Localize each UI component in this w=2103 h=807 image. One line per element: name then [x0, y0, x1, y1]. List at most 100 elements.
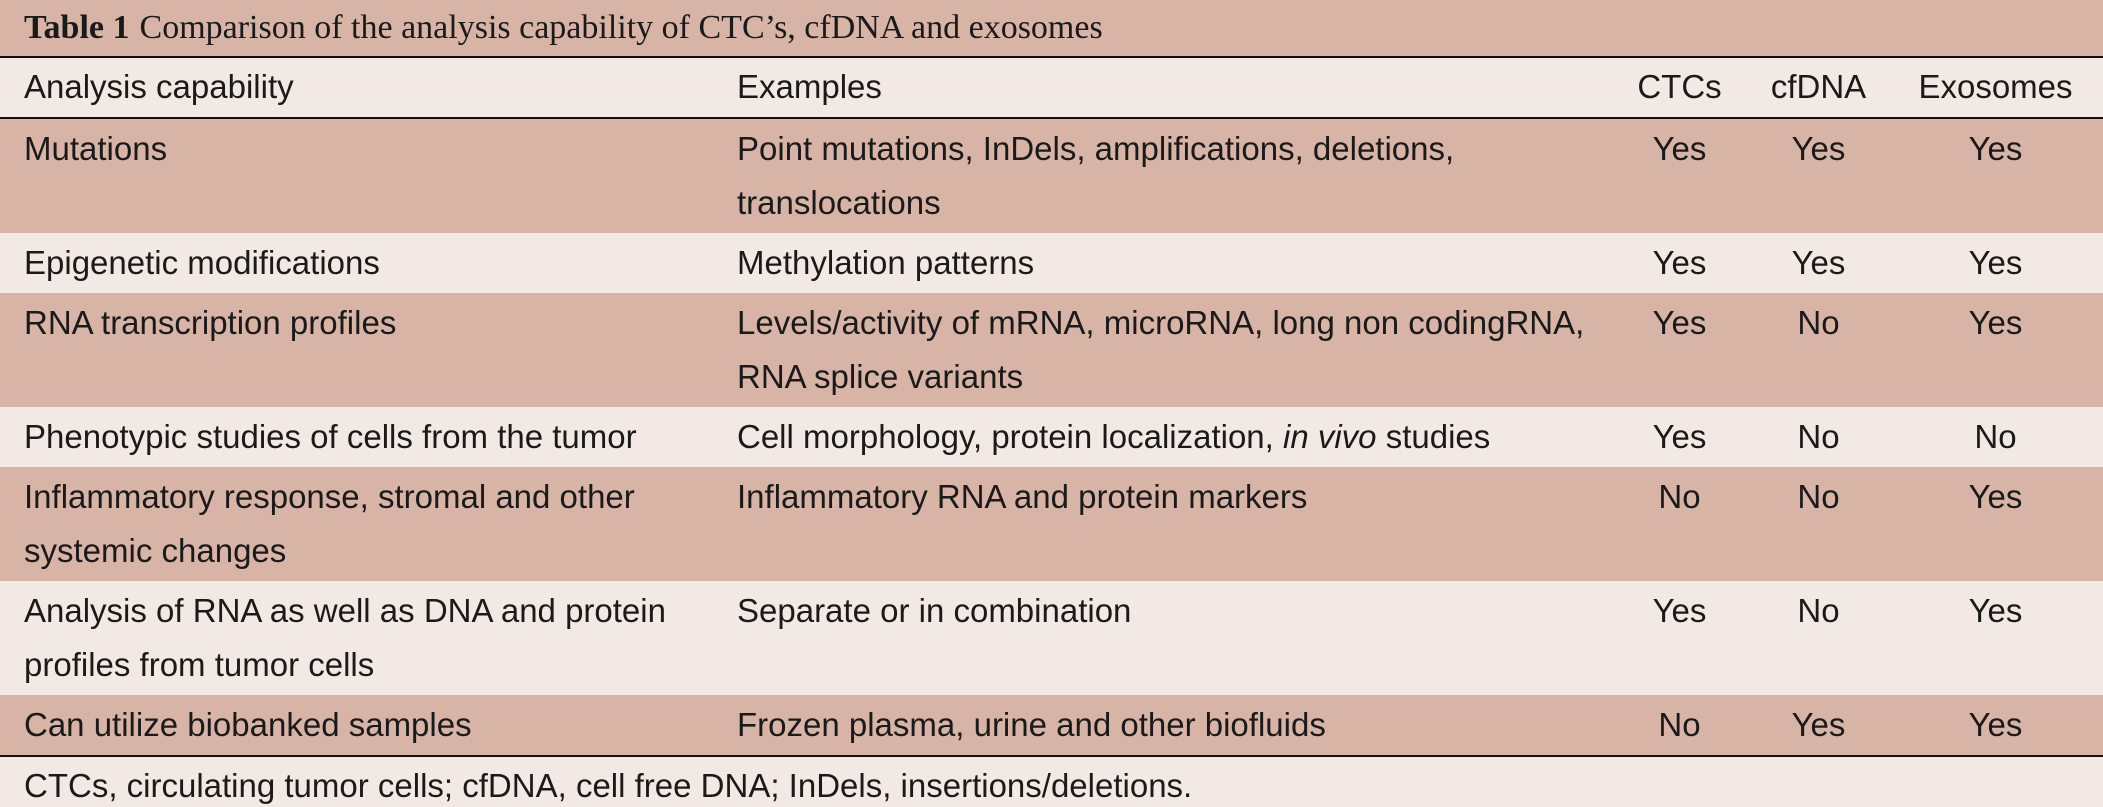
- examples-text-pre: Point mutations, InDels, amplifications,…: [737, 130, 1455, 221]
- examples-text-pre: Methylation patterns: [737, 244, 1035, 281]
- cell-exosomes: Yes: [1888, 118, 2103, 233]
- exosomes-value: Yes: [1968, 592, 2023, 629]
- cell-ctcs: Yes: [1610, 293, 1749, 407]
- examples-text-pre: Cell morphology, protein localization,: [737, 418, 1283, 455]
- cell-examples: Separate or in combination: [737, 581, 1610, 695]
- ctcs-value: Yes: [1652, 592, 1707, 629]
- table-row: Inflammatory response, stromal and other…: [0, 467, 2103, 581]
- cell-capability: Can utilize biobanked samples: [0, 695, 737, 756]
- cfdna-value: No: [1797, 592, 1840, 629]
- cell-ctcs: Yes: [1610, 407, 1749, 467]
- cell-capability: RNA transcription profiles: [0, 293, 737, 407]
- cell-cfdna: Yes: [1749, 695, 1888, 756]
- cell-examples: Point mutations, InDels, amplifications,…: [737, 118, 1610, 233]
- cell-examples: Methylation patterns: [737, 233, 1610, 293]
- exosomes-value: Yes: [1968, 478, 2023, 515]
- cell-exosomes: Yes: [1888, 233, 2103, 293]
- table-title: Table 1 Comparison of the analysis capab…: [0, 0, 2103, 58]
- cell-capability: Analysis of RNA as well as DNA and prote…: [0, 581, 737, 695]
- cell-capability: Inflammatory response, stromal and other…: [0, 467, 737, 581]
- ctcs-value: No: [1658, 478, 1701, 515]
- table-caption: Comparison of the analysis capability of…: [139, 9, 1103, 46]
- exosomes-value: Yes: [1968, 244, 2023, 281]
- capability-text: RNA transcription profiles: [24, 304, 397, 341]
- cell-exosomes: Yes: [1888, 695, 2103, 756]
- table-header: Analysis capability Examples CTCs cfDNA …: [0, 58, 2103, 118]
- table-body: Mutations Point mutations, InDels, amplif…: [0, 118, 2103, 756]
- header-cfdna: cfDNA: [1770, 68, 1867, 105]
- cell-cfdna: Yes: [1749, 233, 1888, 293]
- cell-ctcs: No: [1610, 695, 1749, 756]
- cell-examples: Levels/activity of mRNA, microRNA, long …: [737, 293, 1610, 407]
- cell-cfdna: No: [1749, 581, 1888, 695]
- table-number: Table 1: [24, 9, 130, 46]
- capability-text: Mutations: [24, 130, 168, 167]
- table-row: Mutations Point mutations, InDels, amplif…: [0, 118, 2103, 233]
- cell-cfdna: No: [1749, 293, 1888, 407]
- cell-ctcs: Yes: [1610, 118, 1749, 233]
- examples-text: Frozen plasma, urine and other biofluids: [737, 695, 1610, 755]
- examples-text: Inflammatory RNA and protein markers: [737, 467, 1610, 527]
- table-row: RNA transcription profiles Levels/activit…: [0, 293, 2103, 407]
- ctcs-value: Yes: [1652, 418, 1707, 455]
- table-footnote: CTCs, circulating tumor cells; cfDNA, ce…: [0, 757, 2103, 807]
- table-row: Can utilize biobanked samples Frozen plas…: [0, 695, 2103, 756]
- cfdna-value: Yes: [1791, 130, 1846, 167]
- examples-text-italic: in vivo: [1283, 418, 1377, 455]
- header-capability: Analysis capability: [24, 68, 294, 105]
- exosomes-value: Yes: [1968, 706, 2023, 743]
- examples-text: Separate or in combination: [737, 581, 1610, 641]
- exosomes-value: Yes: [1968, 130, 2023, 167]
- examples-text-pre: Inflammatory RNA and protein markers: [737, 478, 1308, 515]
- cell-exosomes: Yes: [1888, 581, 2103, 695]
- cell-capability: Epigenetic modifications: [0, 233, 737, 293]
- exosomes-value: Yes: [1968, 304, 2023, 341]
- capability-text: Analysis of RNA as well as DNA and prote…: [24, 592, 666, 683]
- exosomes-value: No: [1974, 418, 2017, 455]
- cell-ctcs: Yes: [1610, 581, 1749, 695]
- examples-text-post: studies: [1376, 418, 1491, 455]
- table-row: Epigenetic modifications Methylation patt…: [0, 233, 2103, 293]
- ctcs-value: Yes: [1652, 304, 1707, 341]
- comparison-table: Analysis capability Examples CTCs cfDNA …: [0, 58, 2103, 757]
- ctcs-value: No: [1658, 706, 1701, 743]
- examples-text-pre: Frozen plasma, urine and other biofluids: [737, 706, 1326, 743]
- capability-text: Phenotypic studies of cells from the tum…: [24, 418, 637, 455]
- cell-cfdna: No: [1749, 407, 1888, 467]
- cfdna-value: Yes: [1791, 706, 1846, 743]
- capability-text: Inflammatory response, stromal and other…: [24, 478, 635, 569]
- cfdna-value: No: [1797, 304, 1840, 341]
- cfdna-value: No: [1797, 418, 1840, 455]
- cell-ctcs: No: [1610, 467, 1749, 581]
- cfdna-value: No: [1797, 478, 1840, 515]
- examples-text-pre: Separate or in combination: [737, 592, 1132, 629]
- table-row: Analysis of RNA as well as DNA and prote…: [0, 581, 2103, 695]
- cell-exosomes: Yes: [1888, 293, 2103, 407]
- capability-text: Can utilize biobanked samples: [24, 706, 472, 743]
- examples-text: Methylation patterns: [737, 233, 1610, 293]
- header-ctcs: CTCs: [1637, 68, 1722, 105]
- cell-cfdna: No: [1749, 467, 1888, 581]
- cell-ctcs: Yes: [1610, 233, 1749, 293]
- examples-text: Levels/activity of mRNA, microRNA, long …: [737, 293, 1610, 407]
- examples-text: Point mutations, InDels, amplifications,…: [737, 119, 1610, 233]
- cell-capability: Mutations: [0, 118, 737, 233]
- examples-text-pre: Levels/activity of mRNA, microRNA, long …: [737, 304, 1585, 395]
- ctcs-value: Yes: [1652, 244, 1707, 281]
- cell-cfdna: Yes: [1749, 118, 1888, 233]
- cell-exosomes: Yes: [1888, 467, 2103, 581]
- cell-exosomes: No: [1888, 407, 2103, 467]
- cfdna-value: Yes: [1791, 244, 1846, 281]
- capability-text: Epigenetic modifications: [24, 244, 380, 281]
- header-examples: Examples: [737, 68, 882, 105]
- cell-capability: Phenotypic studies of cells from the tum…: [0, 407, 737, 467]
- header-row: Analysis capability Examples CTCs cfDNA …: [0, 58, 2103, 118]
- ctcs-value: Yes: [1652, 130, 1707, 167]
- cell-examples: Inflammatory RNA and protein markers: [737, 467, 1610, 581]
- cell-examples: Frozen plasma, urine and other biofluids: [737, 695, 1610, 756]
- cell-examples: Cell morphology, protein localization, i…: [737, 407, 1610, 467]
- header-exosomes: Exosomes: [1918, 68, 2073, 105]
- examples-text: Cell morphology, protein localization, i…: [737, 407, 1610, 467]
- table-row: Phenotypic studies of cells from the tum…: [0, 407, 2103, 467]
